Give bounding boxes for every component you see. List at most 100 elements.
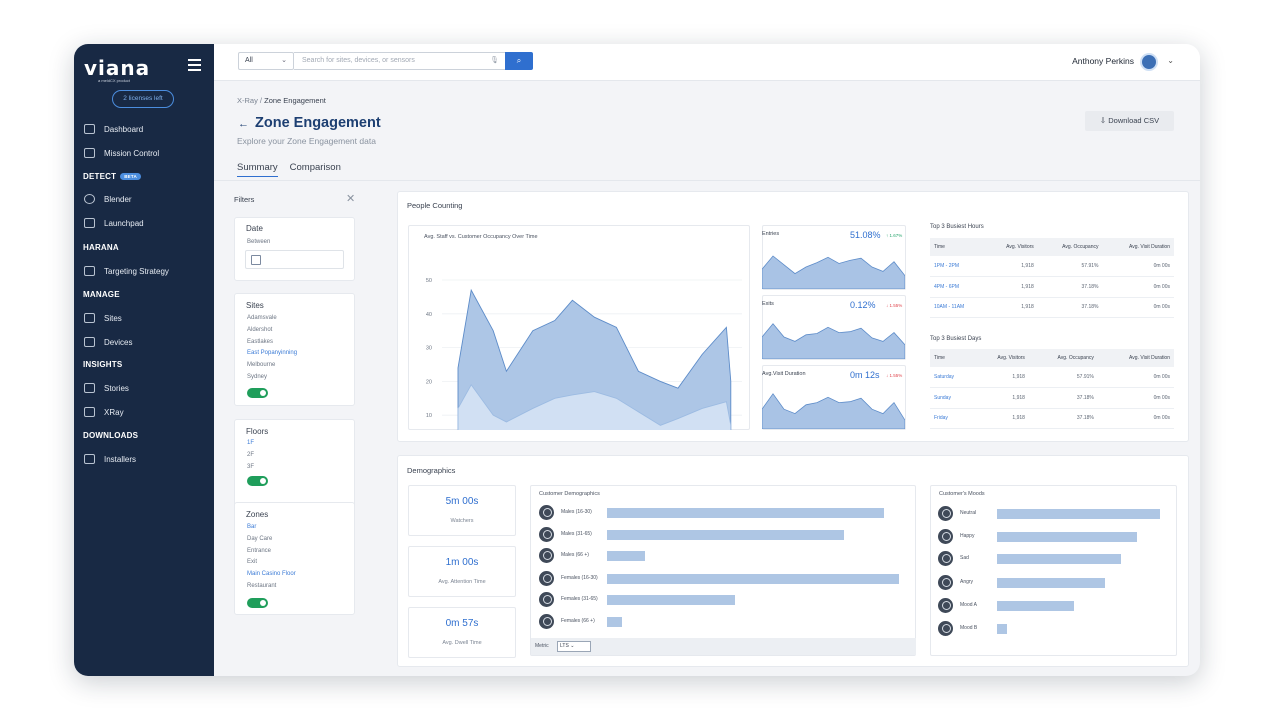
back-arrow-icon[interactable]: ←	[238, 118, 249, 130]
filter-option[interactable]: Entrance	[247, 547, 272, 554]
filter-option[interactable]: Day Care	[247, 535, 273, 542]
sidebar-item-blender[interactable]: Blender	[84, 191, 132, 207]
sidebar-item-targeting-strategy[interactable]: Targeting Strategy	[84, 263, 169, 279]
bar[interactable]	[997, 624, 1007, 634]
filter-option[interactable]: 3F	[247, 463, 255, 470]
avatar[interactable]	[1140, 53, 1158, 71]
date-range-input[interactable]	[245, 250, 344, 269]
bar[interactable]	[997, 532, 1138, 542]
section-detect: DETECT BETA	[83, 172, 141, 181]
y-tick-label: 40	[426, 312, 432, 318]
table-cell[interactable]: Sunday	[930, 387, 974, 409]
sidebar-item-sites[interactable]: Sites	[84, 310, 122, 326]
download-csv-button[interactable]: ⇩ Download CSV	[1085, 111, 1174, 131]
filter-option[interactable]: Sydney	[247, 374, 268, 380]
search-icon: ⌕	[516, 56, 522, 65]
sidebar-item-label: XRay	[104, 407, 124, 417]
table-cell: 1,918	[985, 297, 1038, 318]
user-name[interactable]: Anthony Perkins	[1072, 56, 1134, 66]
face-icon	[539, 614, 554, 629]
sidebar-item-label: Dashboard	[104, 124, 144, 134]
table-cell[interactable]: Friday	[930, 408, 974, 429]
bar-row: Males (31-65)	[539, 527, 899, 542]
sparkline-area	[762, 393, 905, 429]
sidebar-item-devices[interactable]: Devices	[84, 334, 132, 350]
filter-option[interactable]: Bar	[247, 524, 257, 530]
bar[interactable]	[997, 509, 1160, 519]
floors-heading: Floors	[246, 427, 269, 436]
filter-option[interactable]: Eastlakes	[247, 338, 274, 345]
bar-label: Females (16-30)	[561, 575, 598, 581]
stat-delta: ↑ 1.67%	[886, 233, 903, 238]
column-header: Time	[930, 349, 974, 367]
table-cell: 37.18%	[1028, 408, 1098, 429]
breadcrumb-current: Zone Engagement	[264, 96, 326, 105]
close-icon[interactable]: ✕	[346, 193, 356, 205]
blender-icon	[84, 194, 95, 204]
filters-title: Filters	[234, 195, 255, 204]
targeting-icon	[84, 266, 95, 276]
license-badge[interactable]: 2 licenses left	[112, 90, 174, 108]
sidebar-item-mission-control[interactable]: Mission Control	[84, 145, 159, 161]
microphone-icon[interactable]: 🎙	[490, 57, 499, 64]
bar[interactable]	[607, 508, 885, 518]
table-cell[interactable]: Saturday	[930, 367, 974, 388]
bar-label: Mood A	[960, 602, 977, 608]
table-cell[interactable]: 1PM - 2PM	[930, 256, 986, 277]
filter-option[interactable]: Melbourne	[247, 362, 276, 369]
sites-toggle[interactable]	[247, 388, 268, 398]
filter-option[interactable]: Adamsvale	[247, 315, 277, 321]
filter-option[interactable]: 1F	[247, 440, 255, 446]
launchpad-icon	[84, 218, 95, 228]
zones-toggle[interactable]	[247, 598, 268, 608]
search-input[interactable]: Search for sites, devices, or sensors 🎙	[294, 52, 506, 70]
bar[interactable]	[997, 601, 1074, 611]
stat-value: 51.08%	[850, 230, 881, 240]
table-cell[interactable]: 4PM - 6PM	[930, 276, 986, 298]
sidebar-item-label: Stories	[104, 383, 129, 393]
breadcrumb-parent[interactable]: X-Ray /	[237, 96, 263, 105]
sidebar-item-xray[interactable]: XRay	[84, 404, 124, 420]
bar[interactable]	[607, 530, 844, 540]
bar[interactable]	[607, 595, 736, 605]
bar[interactable]	[997, 578, 1105, 588]
metric-select[interactable]: LTS ⌄	[557, 641, 591, 652]
bar[interactable]	[997, 554, 1121, 564]
floors-toggle[interactable]	[247, 476, 268, 486]
section-downloads: DOWNLOADS	[83, 431, 139, 440]
y-tick-label: 10	[426, 413, 432, 419]
section-harana: HARANA	[83, 243, 119, 252]
filter-option[interactable]: Restaurant	[247, 583, 277, 589]
y-tick-label: 50	[426, 278, 432, 284]
sparkline-area	[762, 255, 905, 289]
filter-option[interactable]: Main Casino Floor	[247, 571, 296, 578]
scope-select[interactable]: All ⌄	[238, 52, 294, 70]
sidebar-item-installers[interactable]: Installers	[84, 451, 136, 467]
bar-label: Males (16-30)	[561, 509, 592, 515]
menu-icon[interactable]	[188, 59, 201, 71]
sidebar-item-launchpad[interactable]: Launchpad	[84, 215, 144, 231]
bar-row: Females (16-30)	[539, 571, 899, 586]
bar[interactable]	[607, 551, 645, 561]
tab-comparison[interactable]: Comparison	[289, 162, 341, 173]
tab-summary[interactable]: Summary	[237, 162, 278, 177]
bar[interactable]	[607, 617, 622, 627]
busiest-hours-title: Top 3 Busiest Hours	[930, 224, 984, 230]
search-button[interactable]: ⌕	[505, 52, 533, 70]
filter-option[interactable]: Aldershot	[247, 326, 273, 333]
date-filter: Date Between	[234, 217, 355, 281]
sites-icon	[84, 313, 95, 323]
stat-label: Avg.Visit Duration	[762, 371, 806, 377]
filter-option[interactable]: 2F	[247, 451, 255, 458]
occupancy-chart: 0102030405003/2103/2203/2303/2403/2503/2…	[426, 278, 742, 430]
filter-option[interactable]: East Popanyinning	[247, 350, 298, 357]
table-cell[interactable]: 10AM - 11AM	[930, 297, 986, 318]
filter-option[interactable]: Exit	[247, 559, 258, 566]
sidebar-item-stories[interactable]: Stories	[84, 380, 129, 396]
y-tick-label: 20	[426, 379, 432, 385]
metric-card-dwell: 0m 57s Avg. Dwell Time	[408, 607, 516, 658]
chevron-down-icon[interactable]: ⌄	[1167, 56, 1174, 65]
bar[interactable]	[607, 574, 899, 584]
customer-demographics-title: Customer Demographics	[539, 491, 600, 497]
sidebar-item-dashboard[interactable]: Dashboard	[84, 121, 143, 137]
